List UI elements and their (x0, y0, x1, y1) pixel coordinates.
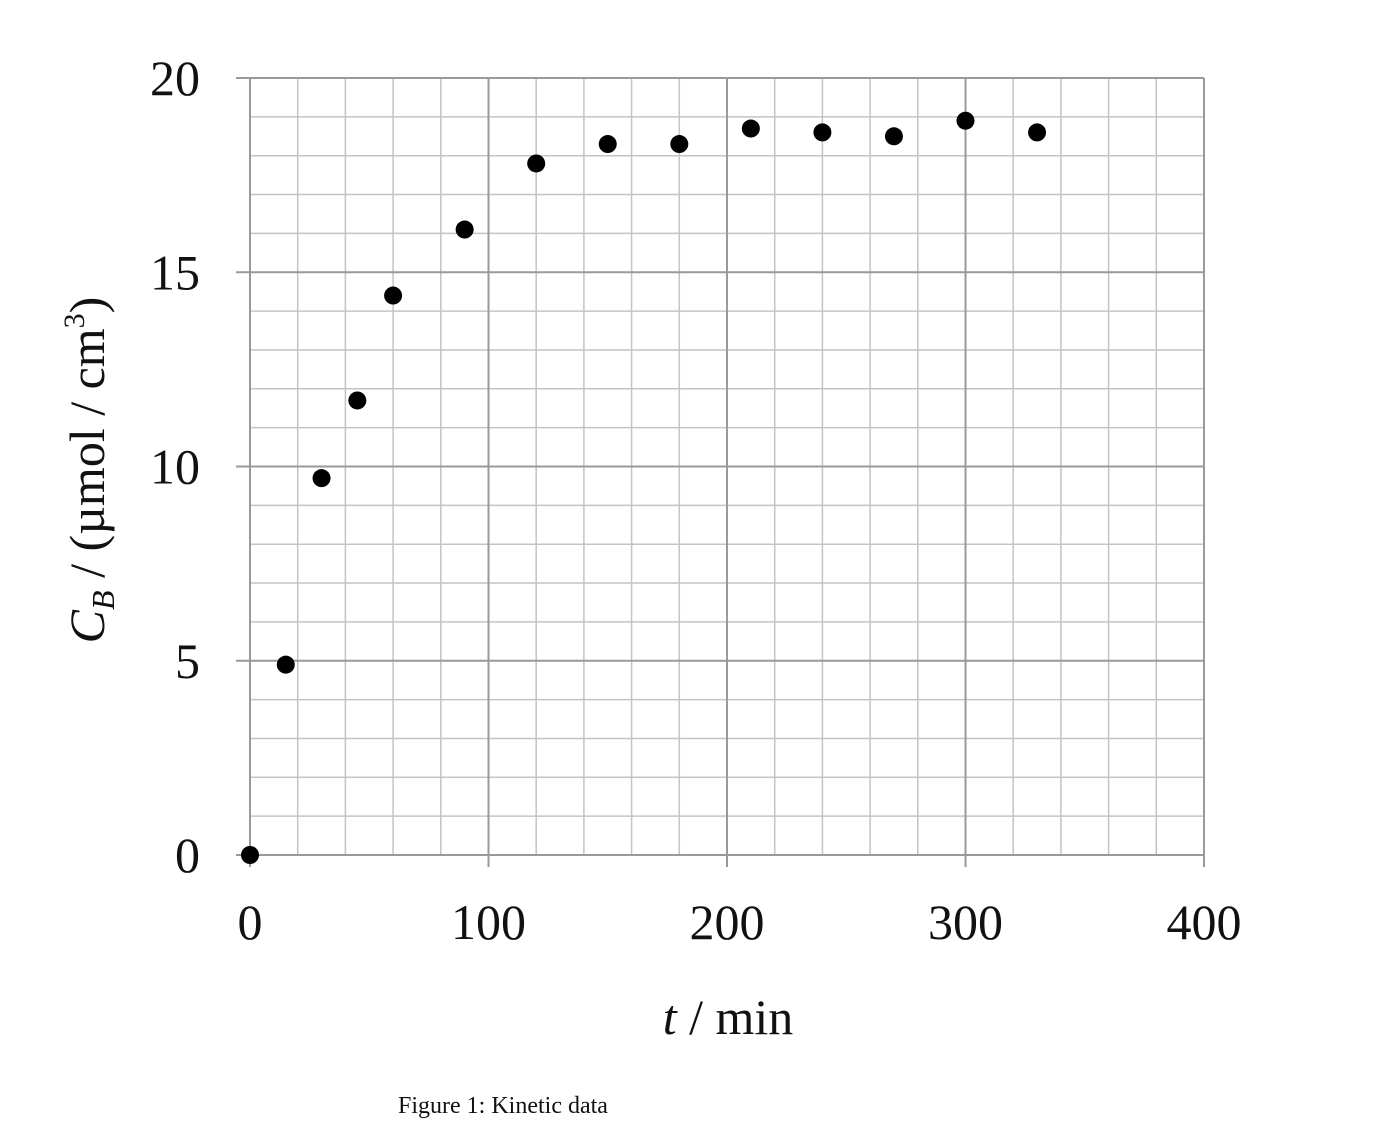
y-label-symbol: C (59, 609, 115, 643)
x-tick-label: 0 (238, 894, 263, 950)
data-point (241, 846, 259, 864)
data-point (1028, 123, 1047, 142)
data-point (741, 119, 760, 138)
x-tick-label: 400 (1167, 894, 1242, 950)
y-tick-label: 20 (150, 50, 200, 106)
grid (236, 77, 1205, 867)
y-tick-label: 10 (150, 439, 200, 495)
y-label-superscript: 3 (58, 313, 91, 328)
data-point (455, 220, 474, 239)
y-label-unit: / (µmol / cm (59, 328, 115, 590)
data-point (527, 154, 546, 173)
data-point (312, 469, 331, 488)
y-tick-label: 5 (175, 633, 200, 689)
data-point (276, 655, 295, 674)
x-tick-label: 200 (690, 894, 765, 950)
data-point (670, 135, 689, 154)
y-label-close: ) (59, 297, 115, 314)
data-point (884, 127, 903, 146)
caption: Figure 1: Kinetic data (398, 1093, 608, 1119)
y-label-subscript: B (85, 590, 121, 610)
data-point (813, 123, 832, 142)
x-tick-label: 300 (928, 894, 1003, 950)
y-tick-label: 0 (175, 827, 200, 883)
x-label-unit: / min (677, 989, 794, 1045)
y-tick-label: 15 (150, 244, 200, 300)
x-label-symbol: t (663, 989, 678, 1045)
x-tick-label: 100 (451, 894, 526, 950)
data-point (598, 135, 617, 154)
data-point (348, 391, 367, 410)
data-point (956, 111, 975, 130)
data-point (384, 286, 403, 305)
x-axis-label: t / min (663, 989, 794, 1045)
y-axis-label: CB / (µmol / cm3) (58, 297, 121, 644)
